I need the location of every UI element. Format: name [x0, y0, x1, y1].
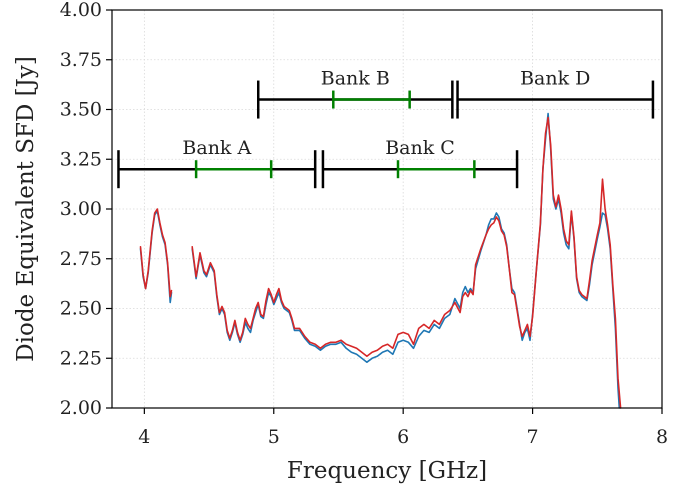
y-tick-label: 3.00: [60, 198, 102, 220]
y-tick-label: 2.50: [60, 298, 102, 320]
bank-annotation: Bank B: [256, 68, 454, 119]
x-axis-label: Frequency [GHz]: [287, 458, 487, 484]
x-tick-label: 8: [656, 426, 668, 448]
bank-annotation: Bank D: [456, 68, 655, 119]
x-tick-label: 7: [527, 426, 539, 448]
series-line-red: [191, 116, 622, 409]
y-tick-label: 3.50: [60, 99, 102, 121]
y-axis-label: Diode Equivalent SFD [Jy]: [13, 56, 39, 362]
series-lines: [139, 112, 622, 409]
y-tick-label: 3.75: [60, 49, 102, 71]
y-tick-label: 2.75: [60, 248, 102, 270]
bank-label: Bank D: [520, 68, 590, 90]
x-tick-label: 6: [397, 426, 409, 448]
y-tick-label: 3.25: [60, 148, 102, 170]
bank-annotation: Bank C: [321, 137, 519, 189]
bank-label: Bank C: [385, 137, 455, 159]
y-tick-label: 2.00: [60, 397, 102, 419]
bank-annotations: Bank A Bank B Bank C Bank D: [117, 68, 655, 189]
y-tick-label: 4.00: [60, 0, 102, 21]
bank-annotation: Bank A: [117, 137, 317, 189]
bank-label: Bank B: [321, 68, 390, 90]
bank-label: Bank A: [182, 137, 251, 159]
axis-ticks: 4 5 6 7 8 2.00 2.25 2.50 2.75 3.00 3.25 3.50 3.75 4.0…: [60, 0, 668, 448]
series-line-red: [139, 208, 173, 298]
y-tick-label: 2.25: [60, 347, 102, 369]
x-tick-label: 5: [268, 426, 280, 448]
x-tick-label: 4: [138, 426, 150, 448]
